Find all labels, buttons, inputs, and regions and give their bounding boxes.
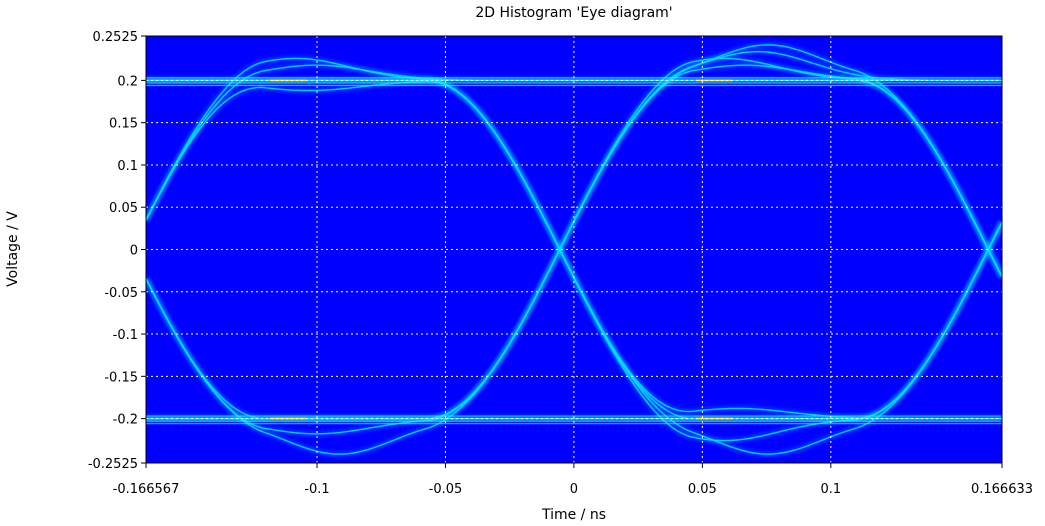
x-axis-title: Time / ns [541,507,606,523]
eye-traces [146,41,1002,458]
y-tick-label: 0.2 [117,74,138,89]
y-axis-title: Voltage / V [5,211,21,287]
plot-area [146,36,1002,463]
y-tick-label: 0 [130,244,138,259]
y-tick-label: -0.1 [113,328,138,343]
grid-lines [146,36,1002,463]
y-axis: 0.2525 0.2 0.15 0.1 0.05 0 -0.05 -0.1 -0.15 -0.2 -… [88,30,146,472]
x-tick-label: -0.1 [304,482,329,497]
y-tick-label: -0.15 [104,370,138,385]
y-tick-label: -0.05 [104,286,138,301]
x-axis: -0.166567 -0.1 -0.05 0 0.05 0.1 0.166633 [113,463,1033,497]
y-tick-label: 0.15 [109,117,138,132]
x-tick-label: 0.1 [820,482,841,497]
y-tick-label: -0.2 [113,413,138,428]
y-tick-label: 0.2525 [93,30,139,45]
chart-title: 2D Histogram 'Eye diagram' [475,5,672,21]
y-tick-label: -0.2525 [88,457,138,472]
x-tick-label: 0.05 [688,482,717,497]
x-tick-label: -0.05 [429,482,463,497]
x-tick-label: -0.166567 [113,482,180,497]
x-tick-label: 0.166633 [971,482,1033,497]
y-tick-label: 0.1 [117,159,138,174]
y-tick-label: 0.05 [109,201,138,216]
x-tick-label: 0 [570,482,578,497]
